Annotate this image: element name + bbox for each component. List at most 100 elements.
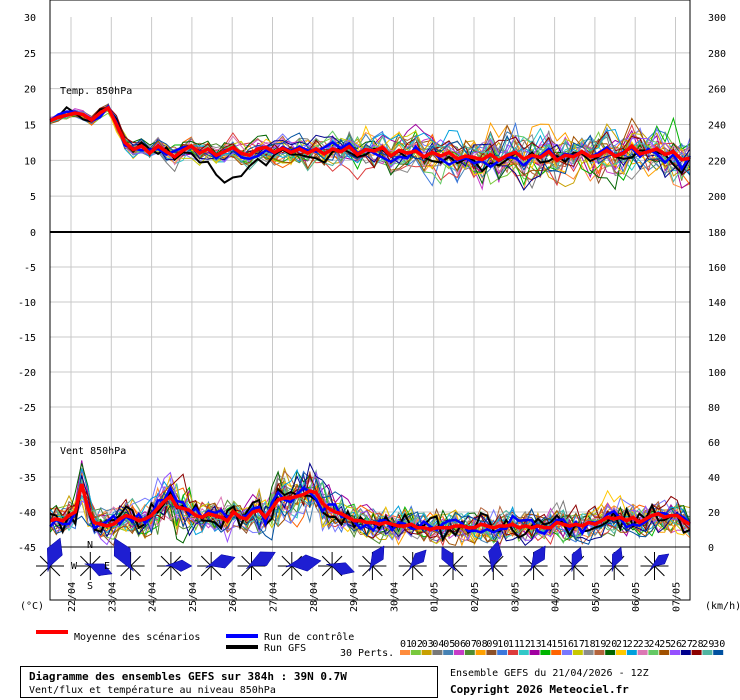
wind-rose <box>197 552 236 580</box>
pert-legend-swatch <box>572 650 583 655</box>
pert-legend-number: 22 <box>627 639 639 650</box>
rose-petal <box>164 559 193 572</box>
pert-legend-swatch <box>616 650 626 655</box>
rose-petal <box>488 540 503 572</box>
compass-s-label: S <box>87 581 93 592</box>
rose-petal <box>246 551 276 570</box>
pert-legend-number: 02 <box>411 639 423 650</box>
right-tick-label: 200 <box>708 192 726 203</box>
pert-legend-swatch <box>691 650 702 655</box>
chart-subtitle: Vent/flux et température au niveau 850hP… <box>29 685 276 696</box>
pert-legend-number: 08 <box>476 639 488 650</box>
right-tick-label: 20 <box>708 508 720 519</box>
left-axis-ticks: 30 25 20 15 10 5 0 -5 -10 -15 -20 -25 -30 -35 -40 -45 <box>18 13 36 554</box>
wind-rose <box>156 552 193 580</box>
pert-legend-swatch <box>400 650 410 655</box>
left-tick-label: 0 <box>30 228 36 239</box>
pert-legend-swatch <box>421 650 432 655</box>
wind-rose <box>358 545 387 580</box>
pert-legend-swatch <box>540 650 551 655</box>
rose-petal <box>113 537 134 572</box>
right-tick-label: 220 <box>708 156 726 167</box>
pert-legend-number: 09 <box>486 639 498 650</box>
x-date-label: 24/04 <box>148 582 159 612</box>
rose-petal <box>530 545 546 572</box>
compass-e-label: E <box>104 561 110 572</box>
perturbation-lines <box>49 102 691 547</box>
rose-petal <box>611 546 623 572</box>
pert-legend-swatch <box>594 650 605 655</box>
pert-legend-number: 28 <box>692 639 704 650</box>
wind-rose <box>600 546 629 580</box>
left-tick-label: -5 <box>24 263 36 274</box>
legend-gfs-label: Run GFS <box>264 643 306 654</box>
pert-legend-number: 27 <box>681 639 693 650</box>
x-date-label: 05/05 <box>591 582 602 612</box>
x-date-label: 03/05 <box>510 582 521 612</box>
pert-legend-number: 29 <box>702 639 714 650</box>
pert-legend-number: 30 <box>713 639 725 650</box>
left-tick-label: 10 <box>24 156 36 167</box>
pert-legend-swatch <box>583 650 594 655</box>
rose-petal <box>84 563 113 576</box>
left-tick-label: 5 <box>30 192 36 203</box>
x-date-label: 28/04 <box>309 582 320 612</box>
x-date-label: 30/04 <box>389 582 400 612</box>
chart-title: Diagramme des ensembles GEFS sur 384h : … <box>29 670 347 683</box>
right-tick-label: 60 <box>708 438 720 449</box>
right-axis-ticks: 3002802602402202001801601401201008060402… <box>708 13 726 554</box>
pert-legend-swatch <box>486 650 497 655</box>
pert-legend-swatch <box>562 650 572 655</box>
pert-legend-swatch <box>680 650 691 655</box>
left-tick-label: -20 <box>18 368 36 379</box>
plot-frame <box>49 0 691 601</box>
left-unit-label: (°C) <box>20 601 44 612</box>
pert-legend-swatch <box>713 650 724 655</box>
x-date-label: 29/04 <box>349 582 360 612</box>
pert-legend-swatch <box>551 650 562 655</box>
pert-legend-number: 05 <box>443 639 455 650</box>
right-tick-label: 140 <box>708 298 726 309</box>
left-tick-label: 20 <box>24 85 36 96</box>
pert-legend-swatch <box>637 650 648 655</box>
wind-rose <box>277 552 322 580</box>
rose-petal <box>205 554 236 569</box>
left-tick-label: -10 <box>18 298 36 309</box>
pert-legend-swatch <box>497 650 508 655</box>
pert-legend-swatch <box>518 650 529 655</box>
wind-rose <box>519 545 548 580</box>
pert-legend-number: 18 <box>584 639 596 650</box>
rose-petal <box>571 546 583 572</box>
right-tick-label: 100 <box>708 368 726 379</box>
pert-legend-number: 12 <box>519 639 531 650</box>
run-info: Ensemble GEFS du 21/04/2026 - 12Z Copyri… <box>450 666 735 698</box>
wind-rose-row <box>36 537 670 580</box>
x-date-label: 01/05 <box>430 582 441 612</box>
pert-legend-number: 11 <box>508 639 520 650</box>
pert-legend-swatch <box>626 650 637 655</box>
left-tick-label: -25 <box>18 403 36 414</box>
pert-legend-number: 16 <box>562 639 574 650</box>
pert-legend-swatch <box>410 650 421 655</box>
pert-legend-swatch <box>659 650 670 655</box>
pert-legend-number: 04 <box>432 639 444 650</box>
ensemble-chart: Temp. 850hPa Vent 850hPa 30 25 20 15 10 5 0 -5 -… <box>18 0 740 659</box>
legend-mean-label: Moyenne des scénarios <box>74 631 200 643</box>
wind-rose <box>237 551 276 580</box>
right-tick-label: 0 <box>708 543 714 554</box>
pert-legend-number: 24 <box>648 639 660 650</box>
left-tick-label: -15 <box>18 333 36 344</box>
legend-control-label: Run de contrôle <box>264 631 354 643</box>
right-tick-label: 240 <box>708 121 726 132</box>
wind-rose <box>113 537 145 580</box>
wind-panel-label: Vent 850hPa <box>60 446 126 457</box>
left-tick-label: 15 <box>24 121 36 132</box>
pert-legend-number: 10 <box>497 639 509 650</box>
rose-petal <box>408 549 427 571</box>
pert-legend-number: 25 <box>659 639 671 650</box>
rose-petal <box>649 553 670 571</box>
x-date-label: 27/04 <box>269 582 280 612</box>
right-tick-label: 300 <box>708 13 726 24</box>
run-info-text: Ensemble GEFS du 21/04/2026 - 12Z <box>450 668 649 679</box>
pert-legend-number: 23 <box>638 639 650 650</box>
